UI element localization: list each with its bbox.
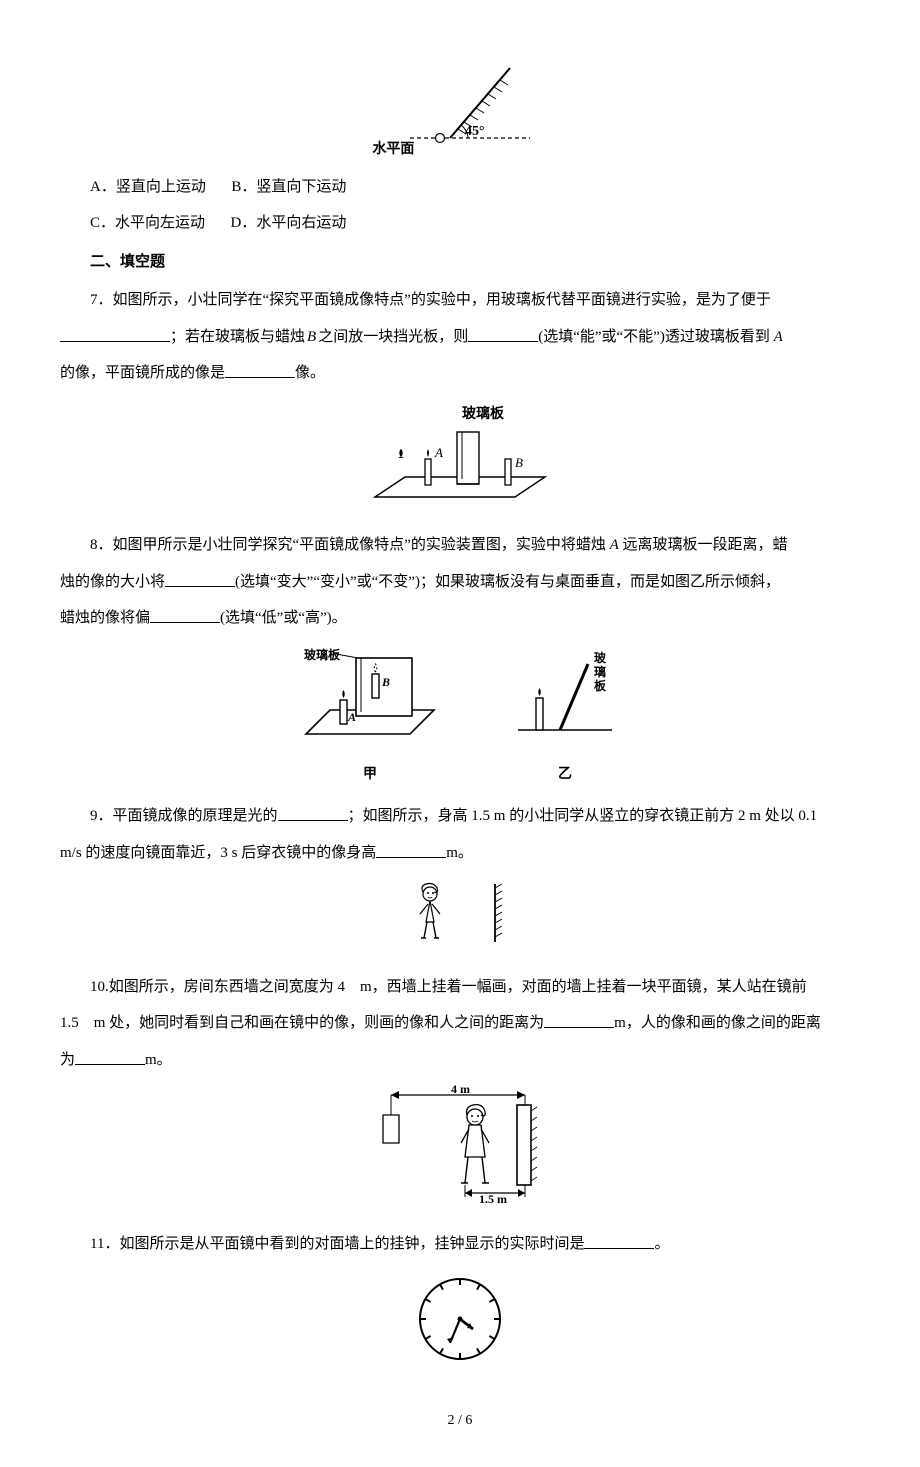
- option-b-text: 竖直向下运动: [256, 179, 346, 195]
- option-a-text: 竖直向上运动: [116, 179, 206, 195]
- q9-p2a: m/s 的速度向镜面靠近，3 s 后穿衣镜中的像身高: [60, 845, 376, 861]
- q7-blank2: [468, 325, 538, 342]
- q10-p3a: 为: [60, 1052, 75, 1068]
- q7-p2a: ；若在玻璃板与蜡烛: [170, 329, 305, 345]
- q11-p1b: 。: [654, 1236, 669, 1252]
- q9-num: 9．: [90, 808, 113, 824]
- q7-B: B: [305, 329, 318, 345]
- q10-p3b: m。: [145, 1052, 172, 1068]
- svg-text:璃: 璃: [594, 664, 606, 679]
- q7-num: 7．: [90, 292, 113, 308]
- q7-line1: 7．如图所示，小壮同学在“探究平面镜成像特点”的实验中，用玻璃板代替平面镜进行实…: [60, 283, 860, 318]
- q11-line1: 11．如图所示是从平面镜中看到的对面墙上的挂钟，挂钟显示的实际时间是 。: [60, 1227, 860, 1262]
- q8-p1b: 远离玻璃板一段距离，蜡: [623, 537, 788, 553]
- figure-q11: [60, 1269, 860, 1383]
- q8-left-caption: 甲: [300, 759, 440, 791]
- q8-p2b: (选填“变大”“变小”或“不变”)；如果玻璃板没有与桌面垂直，而是如图乙所示倾斜…: [235, 574, 780, 590]
- q11-blank1: [584, 1232, 654, 1249]
- q9-svg: [390, 878, 530, 948]
- q8-p2a: 烛的像的大小将: [60, 574, 165, 590]
- svg-text:A: A: [347, 710, 356, 724]
- figure-q7: 玻璃板 A B: [60, 399, 860, 521]
- q8-p3b: (选填“低”或“高”)。: [220, 610, 347, 626]
- svg-text:玻璃板: 玻璃板: [304, 647, 341, 662]
- q7-blank3: [225, 362, 295, 379]
- figure-q8: A B 玻璃板 甲 玻 璃 板 乙: [60, 644, 860, 792]
- q9-p2b: m。: [446, 845, 473, 861]
- page-number: 2 / 6: [60, 1405, 860, 1437]
- q8-left-svg: A B 玻璃板: [300, 644, 440, 744]
- q9-blank1: [278, 805, 348, 822]
- label-horizontal: 水平面: [372, 142, 414, 157]
- option-row-2: C．水平向左运动 D．水平向右运动: [60, 206, 860, 241]
- q7-fig-A: A: [434, 445, 443, 460]
- q7-p1a: 如图所示，小壮同学在“探究平面镜成像特点”的实验中，用玻璃板代替平面镜进行实验，…: [113, 292, 771, 308]
- figure-q10: 4 m 1.5 m: [60, 1085, 860, 1219]
- option-c-tag: C．: [90, 215, 115, 231]
- q11-num: 11．: [90, 1236, 119, 1252]
- option-a-tag: A．: [90, 179, 116, 195]
- mirror-45-svg: [380, 58, 540, 148]
- q8-p3a: 蜡烛的像将偏: [60, 610, 150, 626]
- q7-p2b: 之间放一块挡光板，则: [318, 329, 468, 345]
- section-2-title: 二、填空题: [60, 245, 860, 280]
- q8-right-caption: 乙: [510, 759, 620, 791]
- label-45deg: 45°: [465, 124, 485, 139]
- q8-right-svg: 玻 璃 板: [510, 644, 620, 744]
- q7-fig-B: B: [515, 455, 523, 470]
- q11-svg: [410, 1269, 510, 1369]
- q10-num: 10.: [90, 979, 109, 995]
- svg-text:B: B: [381, 675, 390, 689]
- q8-num: 8．: [90, 537, 113, 553]
- figure-mirror-45: 水平面 45°: [60, 58, 860, 162]
- q10-p2b: m，人的像和画的像之间的距离: [614, 1015, 821, 1031]
- q8-blank1: [165, 570, 235, 587]
- q10-line3: 为 m。: [60, 1043, 860, 1078]
- q10-15m: 1.5 m: [479, 1192, 507, 1205]
- option-d-text: 水平向右运动: [256, 215, 346, 231]
- q10-4m: 4 m: [451, 1085, 470, 1096]
- q9-line2: m/s 的速度向镜面靠近，3 s 后穿衣镜中的像身高 m。: [60, 836, 860, 871]
- q10-svg: 4 m 1.5 m: [365, 1085, 555, 1205]
- q7-A: A: [774, 329, 783, 345]
- q7-line3: 的像，平面镜所成的像是 像。: [60, 356, 860, 391]
- q7-p2c: (选填“能”或“不能”)透过玻璃板看到: [538, 329, 770, 345]
- figure-q9: [60, 878, 860, 962]
- q10-line2: 1.5 m 处，她同时看到自己和画在镜中的像，则画的像和人之间的距离为 m，人的像…: [60, 1006, 860, 1041]
- svg-text:玻: 玻: [594, 650, 607, 665]
- q10-blank2: [75, 1048, 145, 1065]
- q9-line1: 9．平面镜成像的原理是光的 ；如图所示，身高 1.5 m 的小壮同学从竖立的穿衣镜…: [60, 799, 860, 834]
- q10-p1a: 如图所示，房间东西墙之间宽度为 4 m，西墙上挂着一幅画，对面的墙上挂着一块平面…: [109, 979, 807, 995]
- q8-A: A: [610, 537, 619, 553]
- option-row-1: A．竖直向上运动 B．竖直向下运动: [60, 170, 860, 205]
- q10-p2a: 1.5 m 处，她同时看到自己和画在镜中的像，则画的像和人之间的距离为: [60, 1015, 544, 1031]
- option-b-tag: B．: [231, 179, 256, 195]
- q7-svg: A B: [365, 427, 555, 507]
- q7-p3b: 像。: [295, 365, 325, 381]
- option-c-text: 水平向左运动: [115, 215, 205, 231]
- q9-p1a: 平面镜成像的原理是光的: [113, 808, 278, 824]
- q8-line3: 蜡烛的像将偏 (选填“低”或“高”)。: [60, 601, 860, 636]
- q10-line1: 10.如图所示，房间东西墙之间宽度为 4 m，西墙上挂着一幅画，对面的墙上挂着一…: [60, 970, 860, 1005]
- q11-p1a: 如图所示是从平面镜中看到的对面墙上的挂钟，挂钟显示的实际时间是: [119, 1236, 584, 1252]
- q7-blank1: [60, 325, 170, 342]
- option-d-tag: D．: [231, 215, 257, 231]
- q8-line2: 烛的像的大小将 (选填“变大”“变小”或“不变”)；如果玻璃板没有与桌面垂直，而是…: [60, 565, 860, 600]
- svg-text:板: 板: [594, 678, 607, 693]
- q9-blank2: [376, 841, 446, 858]
- q9-p1b: ；如图所示，身高 1.5 m 的小壮同学从竖立的穿衣镜正前方 2 m 处以 0.…: [348, 808, 818, 824]
- q8-line1: 8．如图甲所示是小壮同学探究“平面镜成像特点”的实验装置图，实验中将蜡烛 A 远…: [60, 528, 860, 563]
- q8-p1a: 如图甲所示是小壮同学探究“平面镜成像特点”的实验装置图，实验中将蜡烛: [113, 537, 606, 553]
- q7-p3a: 的像，平面镜所成的像是: [60, 365, 225, 381]
- q10-blank1: [544, 1012, 614, 1029]
- q7-line2: ；若在玻璃板与蜡烛B之间放一块挡光板，则(选填“能”或“不能”)透过玻璃板看到 …: [60, 320, 860, 355]
- q8-blank2: [150, 607, 220, 624]
